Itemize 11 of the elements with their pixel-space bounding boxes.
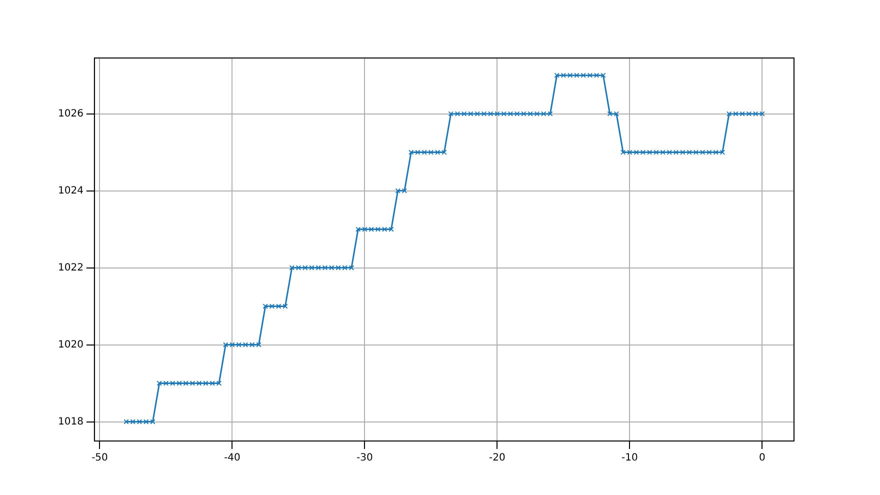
x-tick-label: -50 xyxy=(92,452,108,464)
x-tick-label: -20 xyxy=(489,452,506,464)
y-tick-label: 1024 xyxy=(58,185,84,196)
y-tick-label: 1020 xyxy=(58,339,84,350)
y-tick-label: 1018 xyxy=(58,416,84,428)
x-tick-label: -40 xyxy=(224,452,240,464)
x-tick-label: -10 xyxy=(622,452,638,464)
y-tick-label: 1022 xyxy=(58,262,84,274)
x-tick-label: 0 xyxy=(759,452,766,464)
y-tick-label: 1026 xyxy=(58,108,84,120)
x-tick-label: -30 xyxy=(356,452,373,464)
